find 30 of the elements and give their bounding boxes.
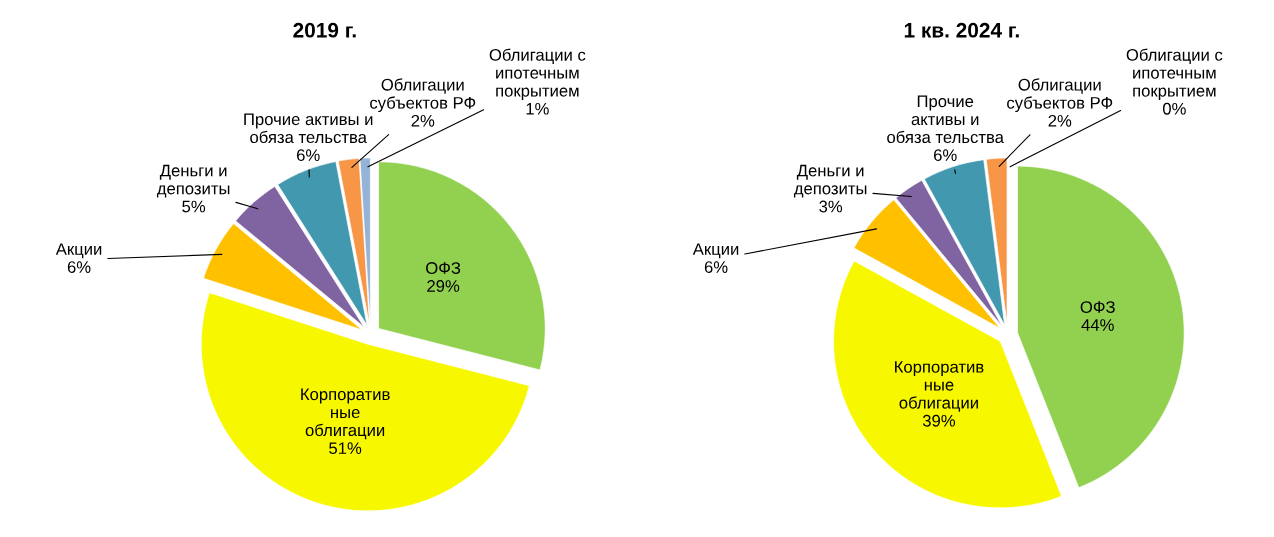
data-label: 1% (526, 102, 549, 115)
slice-label: Акции (55, 243, 102, 259)
chart-title: 1 кв. 2024 г. (904, 22, 1019, 38)
slice-label: Корпоратив ные облигации (895, 361, 984, 412)
data-label: 2% (1048, 114, 1072, 127)
slice-label: Деньги и депозиты (156, 164, 230, 198)
data-label: 51% (329, 442, 362, 455)
slice-label: ОФЗ (1080, 301, 1115, 313)
slice-label: Прочие активы и обяза тельства (244, 113, 373, 144)
text: 0% (1162, 102, 1186, 115)
data-label: 6% (67, 261, 91, 273)
category-label: Облигации с ипотечным покрытием (1126, 48, 1223, 100)
chart-title: 2019 г. (293, 22, 356, 38)
data-label: 6% (934, 149, 957, 162)
data-label: 5% (182, 200, 206, 213)
data-label: 6% (704, 261, 728, 273)
slice-label: Облигации с ипотечным покрытием (489, 48, 586, 100)
data-label: 2% (411, 114, 435, 127)
slice-label: Акции (692, 243, 739, 259)
data-label: 44% (1081, 319, 1114, 331)
slice-label: Облигации субъектов РФ (1007, 78, 1113, 113)
data-label: 3% (819, 200, 843, 213)
slice-label: Корпоратив ные облигации (301, 388, 390, 440)
data-label: 29% (427, 280, 460, 292)
slice-label: ОФЗ (426, 262, 461, 274)
slice-label: Деньги и депозиты (793, 164, 867, 198)
data-label: 39% (922, 414, 956, 427)
slice-label: Облигации субъектов РФ (370, 78, 476, 113)
data-label: 6% (297, 149, 320, 162)
slice-label: Прочие активы и обяза тельства (887, 95, 1004, 144)
